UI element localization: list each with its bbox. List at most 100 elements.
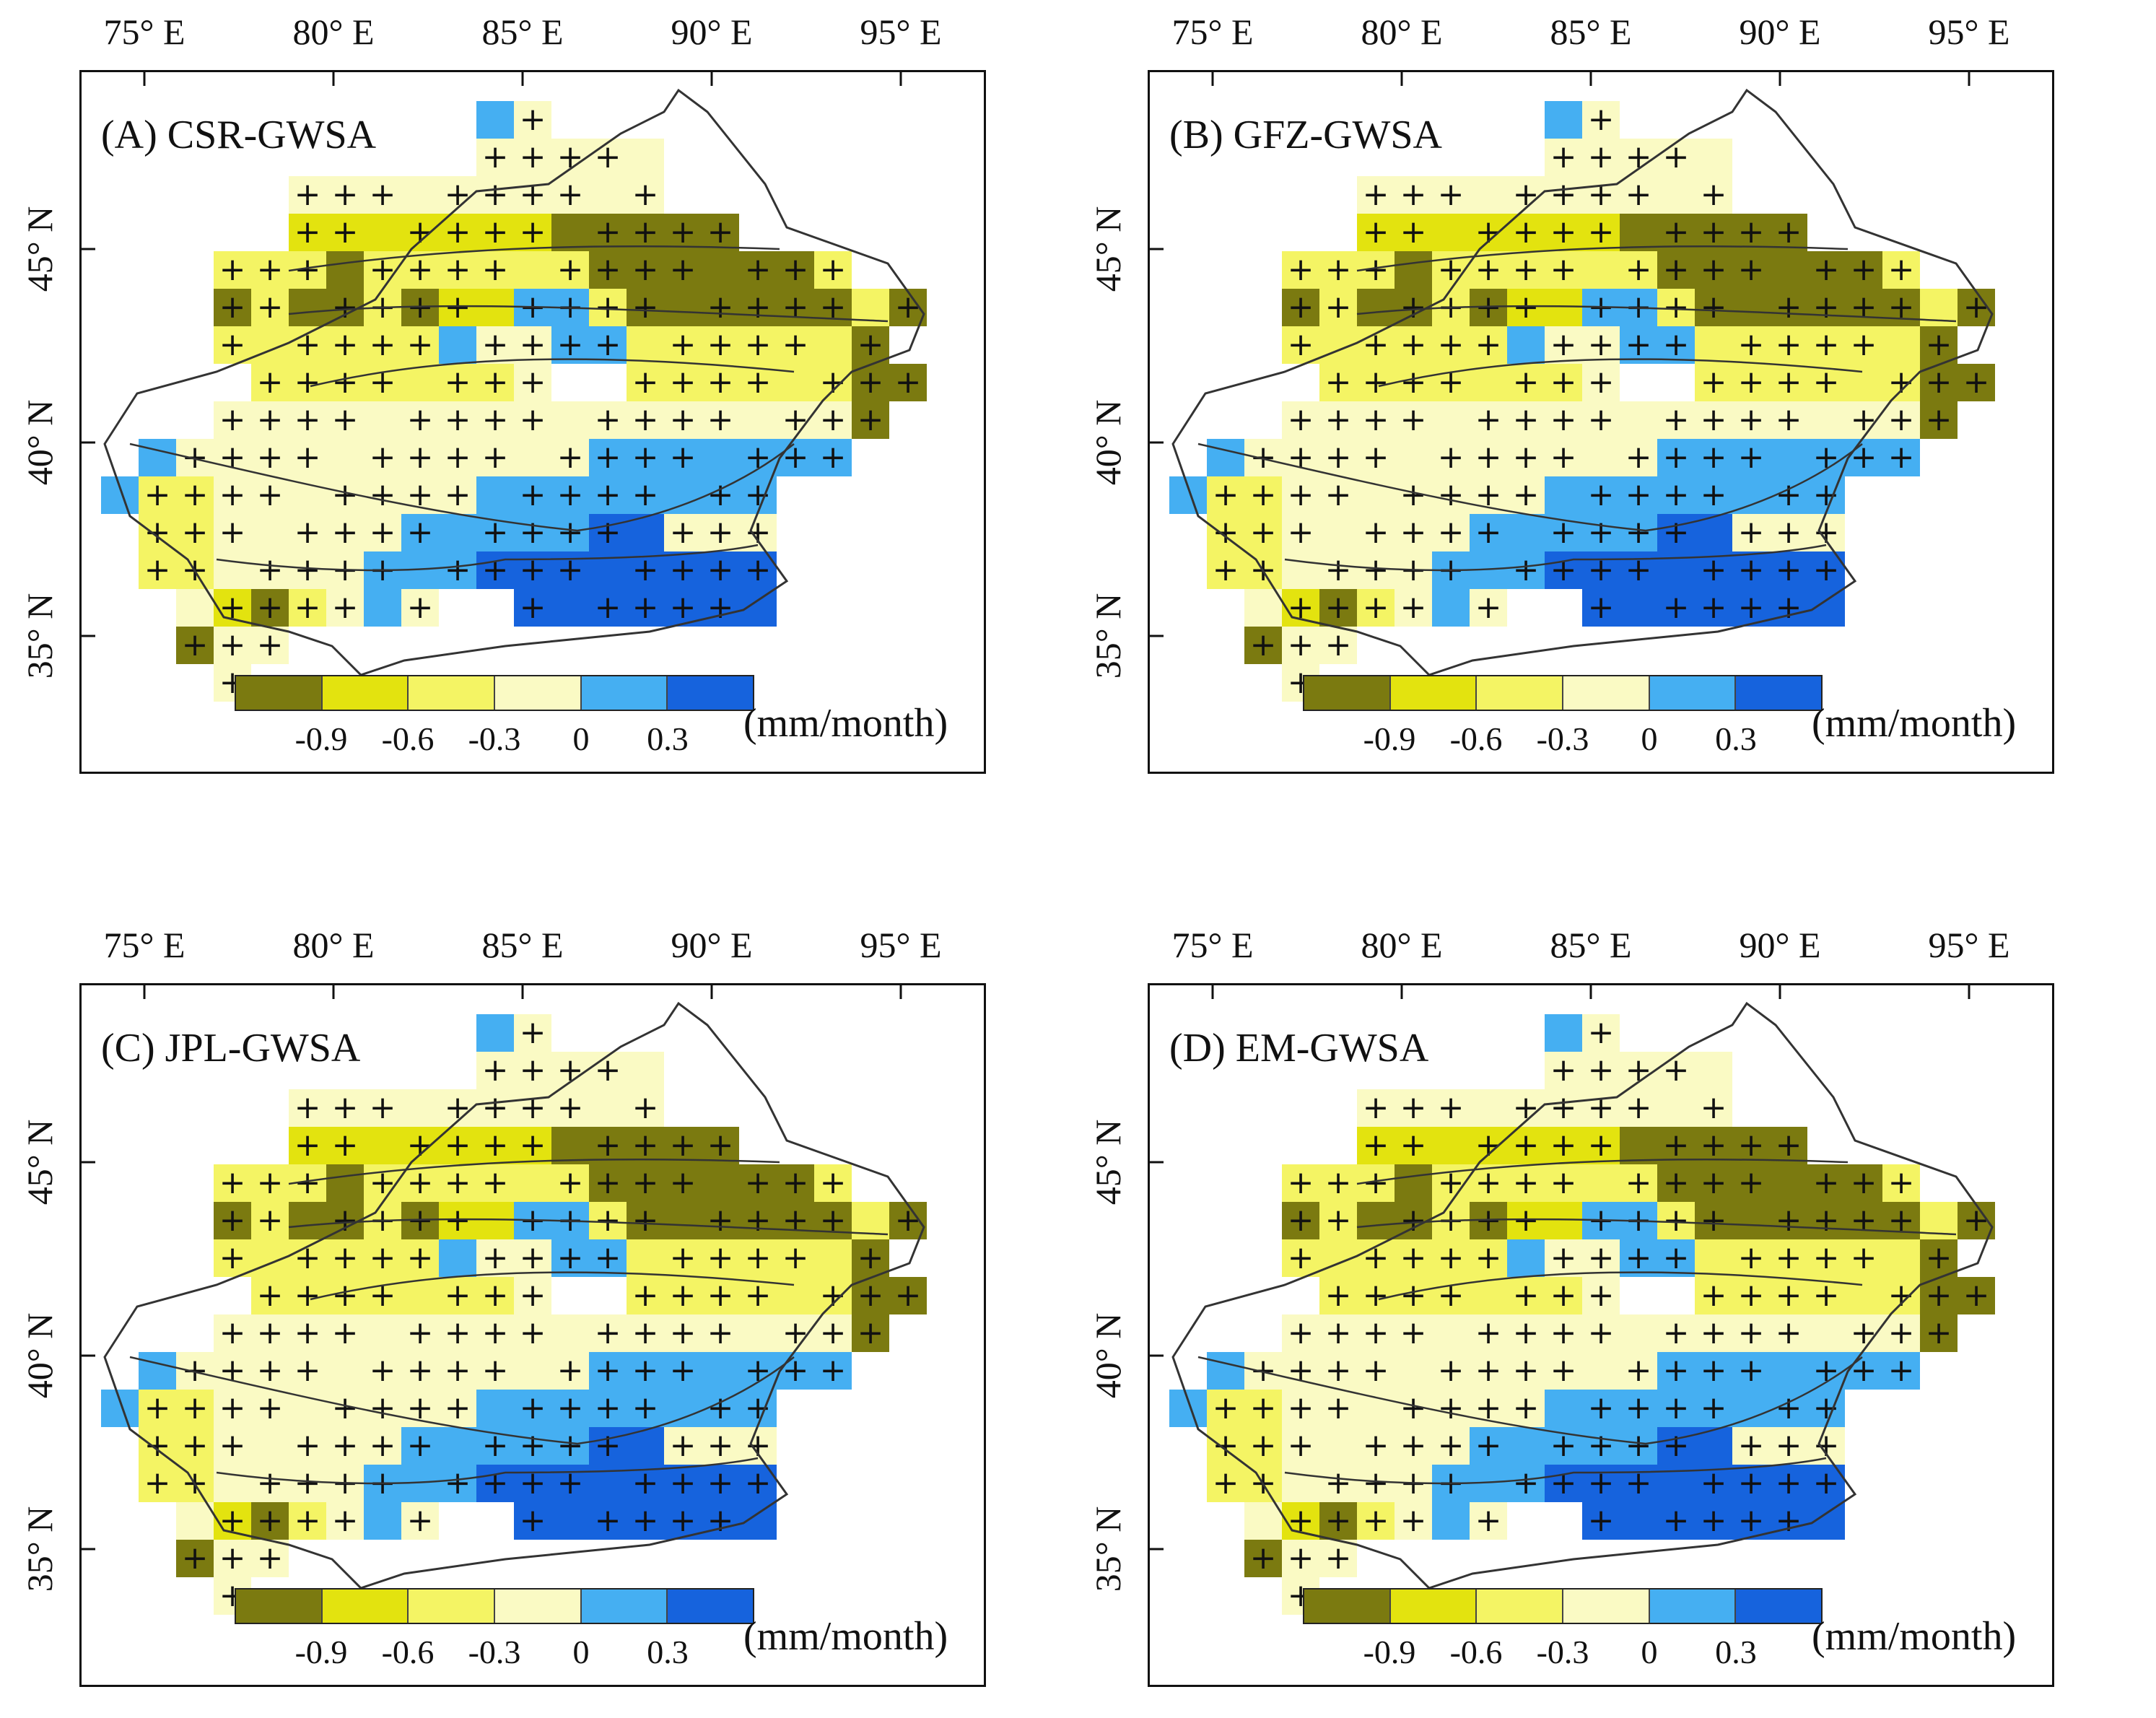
significance-marker: + (1325, 364, 1352, 401)
grid-cell (777, 251, 814, 289)
grid-cell (476, 1127, 514, 1164)
grid-cell (739, 1314, 777, 1352)
contour-line (1356, 245, 1849, 272)
significance-marker: + (144, 1427, 171, 1464)
significance-marker: + (1926, 401, 1952, 438)
significance-marker: + (257, 1390, 284, 1426)
significance-marker: + (219, 1239, 246, 1276)
significance-marker: + (1325, 1390, 1352, 1426)
grid-cell (1432, 1352, 1470, 1390)
grid-cell (589, 589, 627, 627)
grid-cell (1620, 176, 1657, 214)
grid-cell (1432, 476, 1470, 514)
significance-marker: + (1363, 589, 1389, 626)
significance-marker: + (745, 1164, 772, 1201)
significance-marker: + (1288, 476, 1314, 513)
grid-cell (1657, 1127, 1695, 1164)
significance-marker: + (1588, 1277, 1615, 1314)
grid-cell (1695, 1277, 1732, 1314)
grid-cell (289, 1089, 326, 1127)
grid-cell (1882, 401, 1920, 439)
legend-units: (mm/month) (1812, 701, 2017, 746)
grid-cell (1882, 1164, 1920, 1202)
significance-marker: + (407, 326, 434, 363)
grid-cell (589, 1427, 627, 1465)
significance-marker: + (1888, 289, 1915, 326)
significance-marker: + (670, 1127, 697, 1164)
grid-cell (1470, 514, 1507, 551)
significance-marker: + (1663, 1052, 1690, 1089)
significance-marker: + (1851, 326, 1877, 363)
grid-cell (1620, 251, 1657, 289)
significance-marker: + (144, 476, 171, 513)
significance-marker: + (1325, 1540, 1352, 1577)
grid-cell (1732, 1202, 1770, 1239)
grid-cell (814, 364, 852, 401)
grid-cell (1282, 627, 1319, 664)
grid-cell (1395, 401, 1432, 439)
grid-cell (739, 439, 777, 476)
significance-marker: + (1513, 439, 1540, 476)
significance-marker: + (1550, 551, 1577, 588)
grid-cell (139, 1390, 176, 1427)
significance-marker: + (1288, 1314, 1314, 1351)
grid-cell (364, 1314, 401, 1352)
grid-cell (476, 101, 514, 139)
significance-marker: + (1363, 514, 1389, 551)
significance-marker: + (745, 1202, 772, 1239)
significance-marker: + (1738, 1164, 1765, 1201)
grid-cell (1882, 1239, 1920, 1277)
significance-marker: + (595, 476, 621, 513)
significance-marker: + (482, 439, 509, 476)
significance-marker: + (294, 514, 321, 551)
significance-marker: + (1550, 139, 1577, 175)
grid-cell (627, 1202, 664, 1239)
grid-cell (627, 1052, 664, 1089)
significance-marker: + (1400, 1502, 1427, 1539)
significance-marker: + (482, 1314, 509, 1351)
grid-cell (1470, 364, 1507, 401)
significance-marker: + (332, 326, 359, 363)
significance-marker: + (895, 364, 922, 401)
grid-cell (1582, 1427, 1620, 1465)
significance-marker: + (182, 1540, 209, 1577)
legend-units: (mm/month) (743, 701, 948, 746)
grid-cell (627, 1390, 664, 1427)
grid-cell (401, 1314, 439, 1352)
significance-marker: + (1250, 1427, 1277, 1464)
contour-line (1356, 1159, 1849, 1185)
grid-cell (364, 1502, 401, 1540)
significance-marker: + (745, 439, 772, 476)
significance-marker: + (1625, 514, 1652, 551)
significance-marker: + (1701, 1502, 1727, 1539)
significance-marker: + (1625, 551, 1652, 588)
grid-cell (1545, 1164, 1582, 1202)
significance-marker: + (1738, 326, 1765, 363)
grid-cell (476, 1089, 514, 1127)
grid-cell (1657, 1502, 1695, 1540)
grid-cell (1282, 476, 1319, 514)
grid-cell (1695, 401, 1732, 439)
significance-marker: + (1288, 514, 1314, 551)
grid-cell (1432, 1239, 1470, 1277)
grid-cell (1357, 401, 1395, 439)
grid-cell (1357, 1127, 1395, 1164)
significance-marker: + (370, 439, 396, 476)
significance-marker: + (557, 1352, 584, 1389)
significance-marker: + (670, 589, 697, 626)
significance-marker: + (632, 1277, 659, 1314)
significance-marker: + (1400, 1089, 1427, 1126)
grid-cell (1807, 1202, 1845, 1239)
grid-cell (476, 1014, 514, 1052)
grid-cell (814, 439, 852, 476)
significance-marker: + (1288, 251, 1314, 288)
grid-cell (1507, 1427, 1545, 1465)
significance-marker: + (1550, 439, 1577, 476)
grid-cell (777, 364, 814, 401)
grid-cell (1657, 1052, 1695, 1089)
grid-cell (1357, 439, 1395, 476)
legend-units: (mm/month) (1812, 1614, 2017, 1659)
significance-marker: + (1588, 1014, 1615, 1051)
grid-cell (589, 1202, 627, 1239)
grid-cell (1507, 1352, 1545, 1390)
